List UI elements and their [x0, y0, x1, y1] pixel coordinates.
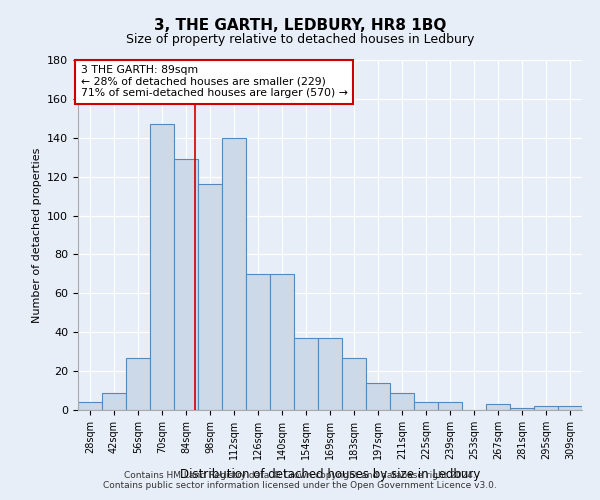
Bar: [390, 392, 414, 410]
Bar: [174, 159, 198, 410]
Bar: [438, 402, 462, 410]
Bar: [222, 138, 246, 410]
Bar: [270, 274, 294, 410]
Text: Size of property relative to detached houses in Ledbury: Size of property relative to detached ho…: [126, 32, 474, 46]
Bar: [246, 274, 270, 410]
Bar: [366, 383, 390, 410]
Bar: [534, 406, 558, 410]
Bar: [318, 338, 342, 410]
Bar: [414, 402, 438, 410]
Bar: [342, 358, 366, 410]
Bar: [78, 402, 102, 410]
Bar: [558, 406, 582, 410]
Text: Contains HM Land Registry data © Crown copyright and database right 2024.
Contai: Contains HM Land Registry data © Crown c…: [103, 470, 497, 490]
Bar: [486, 404, 510, 410]
Text: 3, THE GARTH, LEDBURY, HR8 1BQ: 3, THE GARTH, LEDBURY, HR8 1BQ: [154, 18, 446, 32]
Bar: [102, 392, 126, 410]
Bar: [294, 338, 318, 410]
Y-axis label: Number of detached properties: Number of detached properties: [32, 148, 41, 322]
X-axis label: Distribution of detached houses by size in Ledbury: Distribution of detached houses by size …: [180, 468, 480, 480]
Bar: [510, 408, 534, 410]
Text: 3 THE GARTH: 89sqm
← 28% of detached houses are smaller (229)
71% of semi-detach: 3 THE GARTH: 89sqm ← 28% of detached hou…: [80, 66, 347, 98]
Bar: [150, 124, 174, 410]
Bar: [198, 184, 222, 410]
Bar: [126, 358, 150, 410]
